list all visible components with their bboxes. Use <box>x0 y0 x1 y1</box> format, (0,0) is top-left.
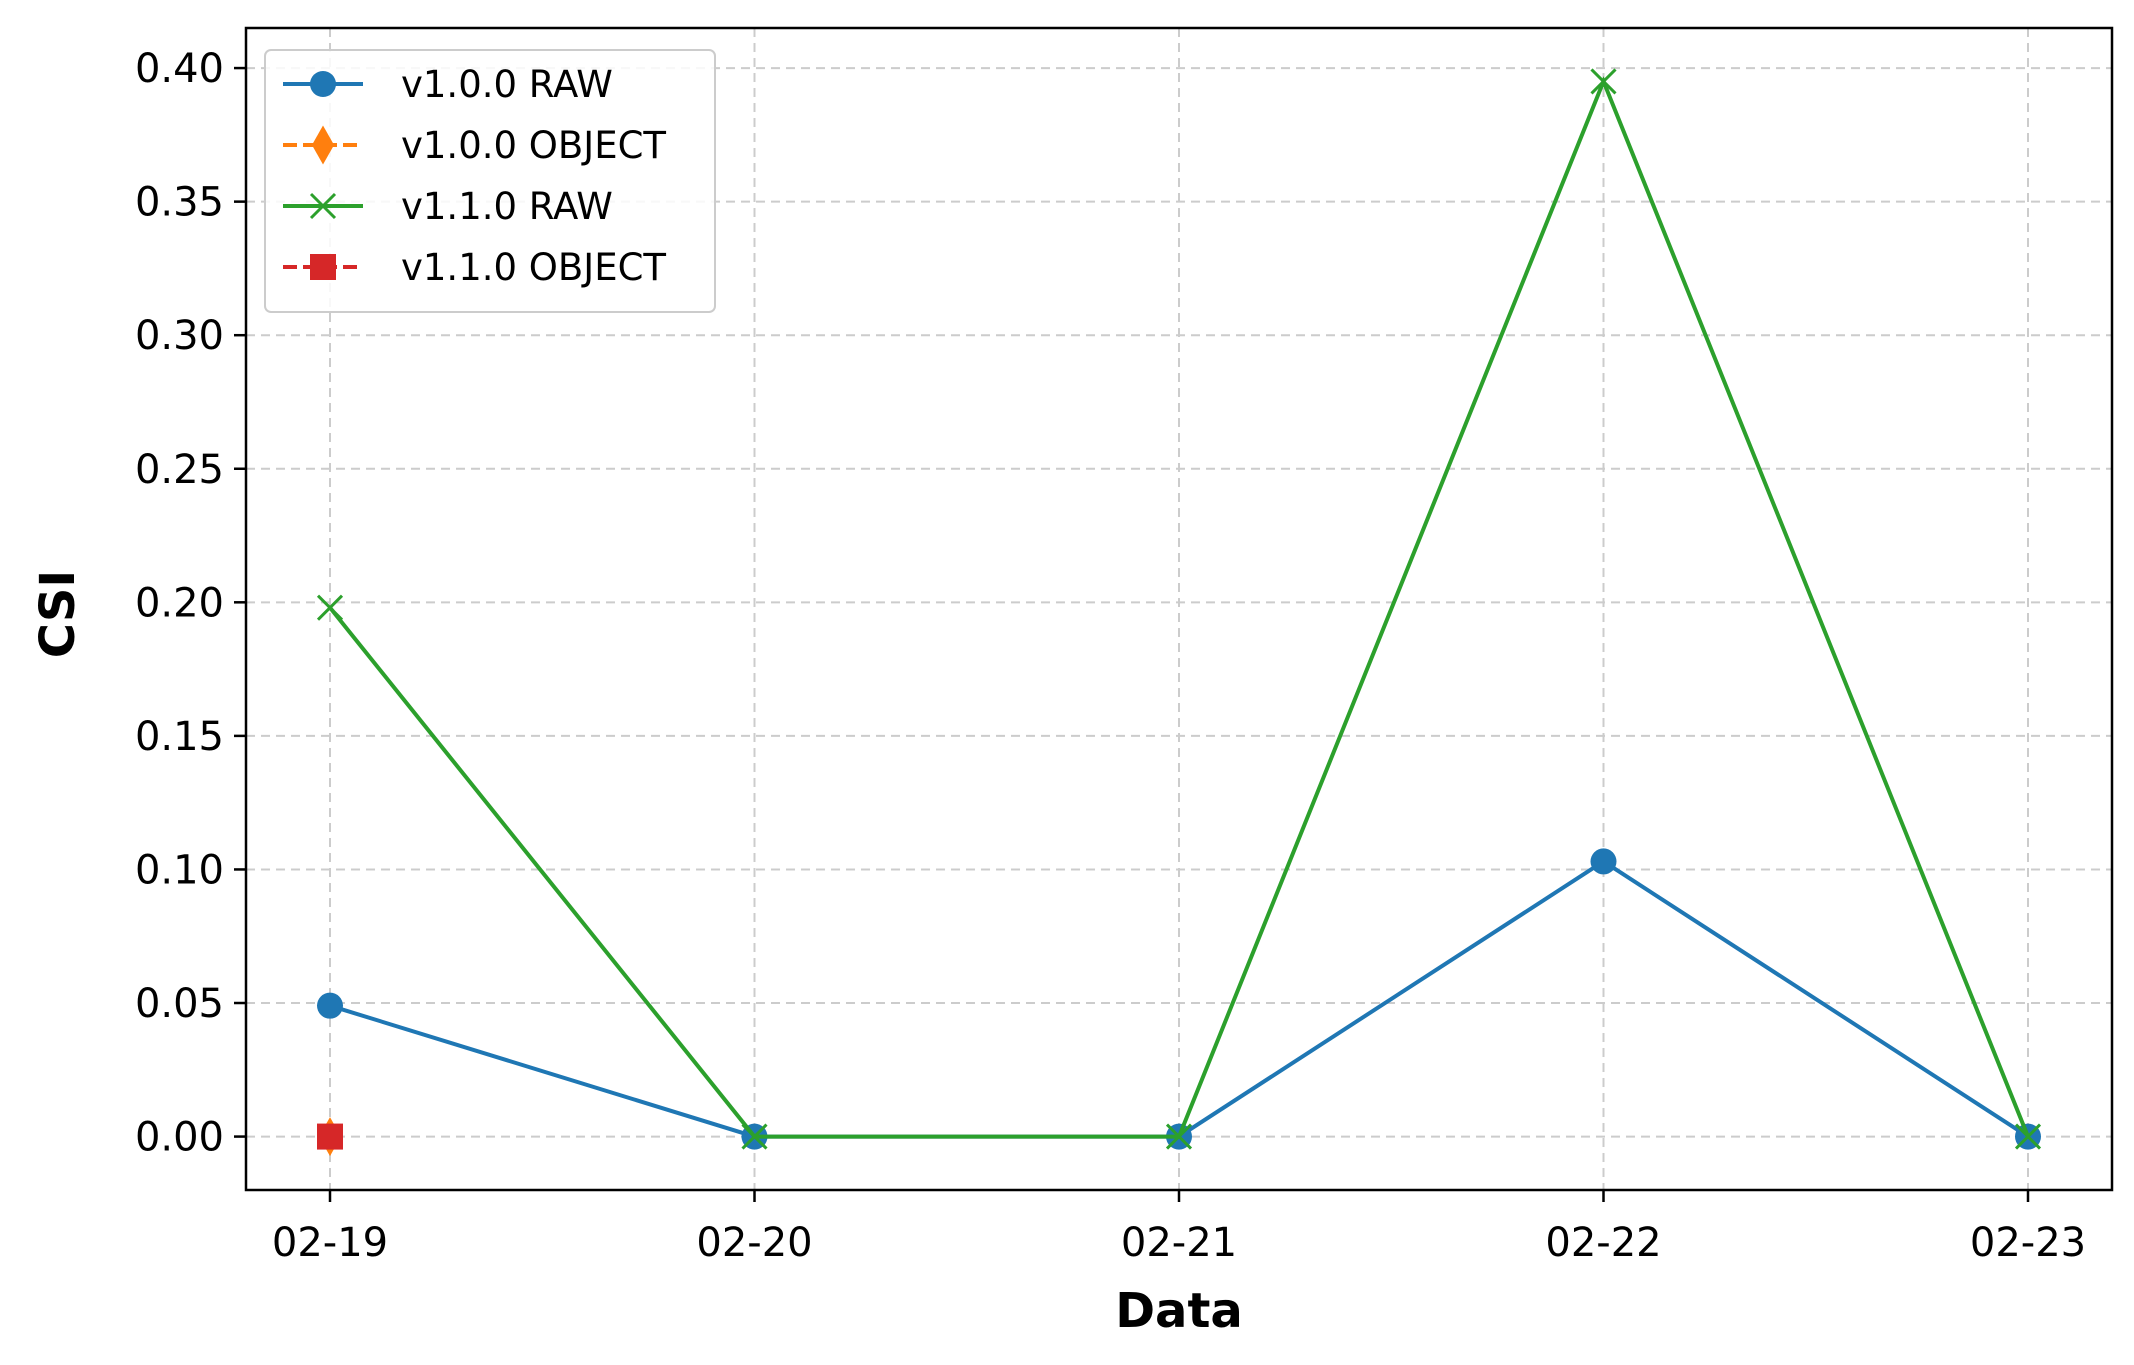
x-tick-label: 02-19 <box>272 1220 388 1266</box>
x-tick-label: 02-23 <box>1970 1220 2086 1266</box>
legend-item: v1.1.0 OBJECT <box>283 246 666 289</box>
y-tick-label: 0.00 <box>135 1115 224 1161</box>
y-tick-label: 0.20 <box>135 580 224 626</box>
data-point-marker <box>1590 848 1617 875</box>
marker-stroke <box>316 594 344 621</box>
legend: v1.0.0 RAW v1.0.0 OBJECT v1.1.0 RAW v1.1.0 … <box>264 49 716 313</box>
y-tick-label: 0.25 <box>135 447 224 493</box>
data-point-marker <box>310 254 336 280</box>
series-layer <box>316 68 2042 1157</box>
marker-stroke <box>309 192 337 220</box>
legend-box <box>264 49 716 313</box>
data-point-marker <box>2014 1123 2042 1150</box>
axes: 02-19 02-20 02-21 02-22 02-23 0.00 0.05 0.10 0.1… <box>135 46 2086 1266</box>
legend-label: v1.1.0 RAW <box>401 185 613 228</box>
legend-item: v1.1.0 RAW <box>283 185 613 228</box>
y-tick-label: 0.15 <box>135 714 224 760</box>
marker-stroke <box>1590 68 1617 95</box>
data-point-marker <box>316 594 344 621</box>
x-tick-label: 02-20 <box>696 1220 812 1266</box>
legend-label: v1.0.0 OBJECT <box>401 124 666 167</box>
marker-stroke <box>1165 1123 1193 1150</box>
data-point-marker <box>741 1123 768 1150</box>
series-v1-1-0-raw <box>316 68 2042 1150</box>
data-point-marker <box>317 1123 343 1150</box>
legend-item: v1.0.0 RAW <box>283 63 613 106</box>
legend-label: v1.0.0 RAW <box>401 63 613 106</box>
y-tick-label: 0.10 <box>135 847 224 893</box>
y-tick-label: 0.40 <box>135 46 224 92</box>
x-tick-label: 02-22 <box>1545 1220 1661 1266</box>
data-point-marker <box>311 125 335 165</box>
legend-item: v1.0.0 OBJECT <box>283 124 666 167</box>
marker-stroke <box>741 1123 768 1150</box>
data-point-marker <box>309 192 337 220</box>
y-tick-label: 0.35 <box>135 180 224 226</box>
x-axis-title: Data <box>1115 1283 1243 1339</box>
data-point-marker <box>1590 68 1617 95</box>
data-point-marker <box>310 71 336 97</box>
legend-label: v1.1.0 OBJECT <box>401 246 666 289</box>
y-axis-title: CSI <box>30 570 86 659</box>
marker-stroke <box>2014 1123 2042 1150</box>
y-tick-label: 0.05 <box>135 981 224 1027</box>
series-v1-1-0-object <box>317 1123 343 1150</box>
data-point-marker <box>317 992 343 1019</box>
data-point-marker <box>1165 1123 1193 1150</box>
y-tick-label: 0.30 <box>135 313 224 359</box>
x-tick-label: 02-21 <box>1121 1220 1237 1266</box>
